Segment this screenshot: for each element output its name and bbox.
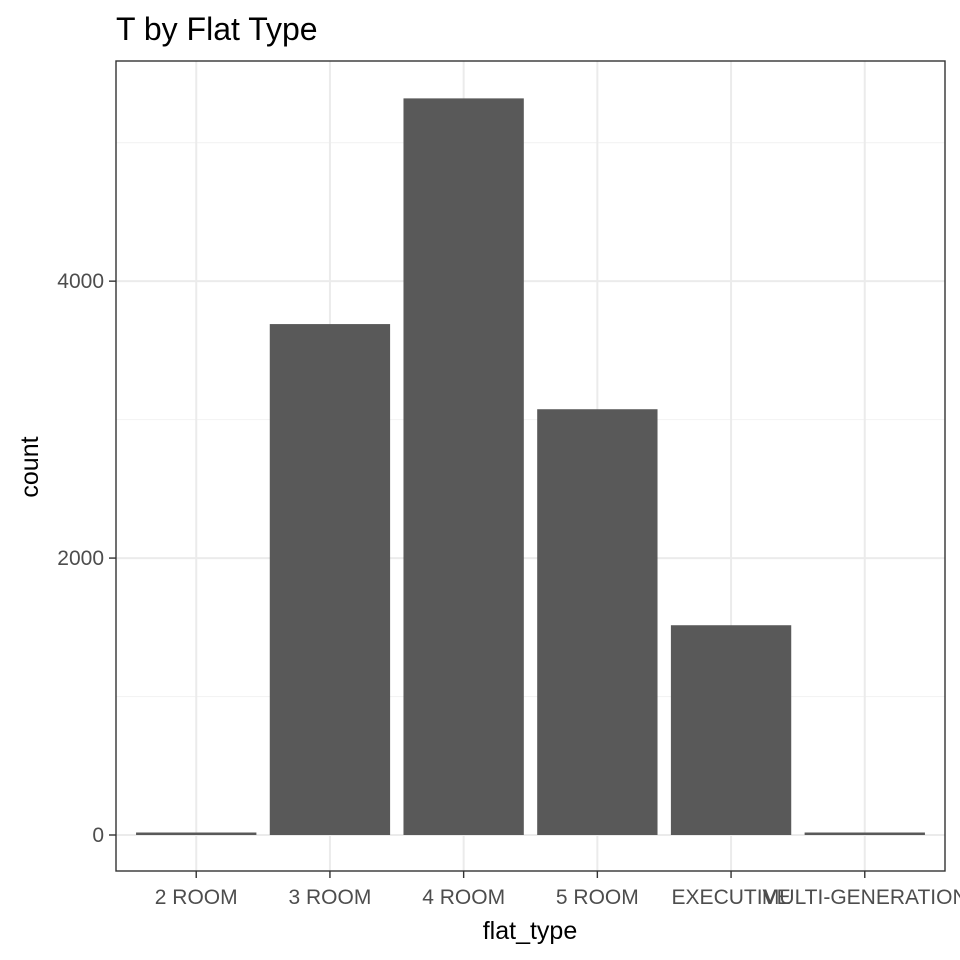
y-tick-label: 2000 (57, 547, 104, 570)
x-tick-label: EXECUTIVE (672, 886, 791, 909)
bars-layer (136, 98, 925, 835)
bar-4-room (403, 98, 524, 835)
bar-3-room (269, 324, 391, 835)
y-tick-label: 4000 (57, 270, 104, 293)
y-axis-title: count (16, 436, 44, 497)
bar-multi-generation (804, 832, 925, 835)
x-tick-label: 2 ROOM (155, 886, 238, 909)
x-tick-label: 3 ROOM (289, 886, 372, 909)
ticks-layer: 0 2000 4000 2 ROOM 3 ROOM 4 ROOM 5 ROOM EXECUTI… (57, 270, 960, 909)
bar-executive (670, 625, 792, 835)
bar-2-room (136, 832, 257, 835)
x-tick-label: 5 ROOM (556, 886, 639, 909)
grid-layer (116, 61, 945, 871)
x-axis-title: flat_type (483, 917, 578, 945)
x-tick-label: MULTI-GENERATION (762, 886, 960, 909)
panel-border (115, 60, 946, 872)
chart-title: T by Flat Type (116, 11, 318, 47)
x-tick-label: 4 ROOM (422, 886, 505, 909)
bar-5-room (537, 409, 658, 835)
y-tick-label: 0 (92, 824, 104, 847)
